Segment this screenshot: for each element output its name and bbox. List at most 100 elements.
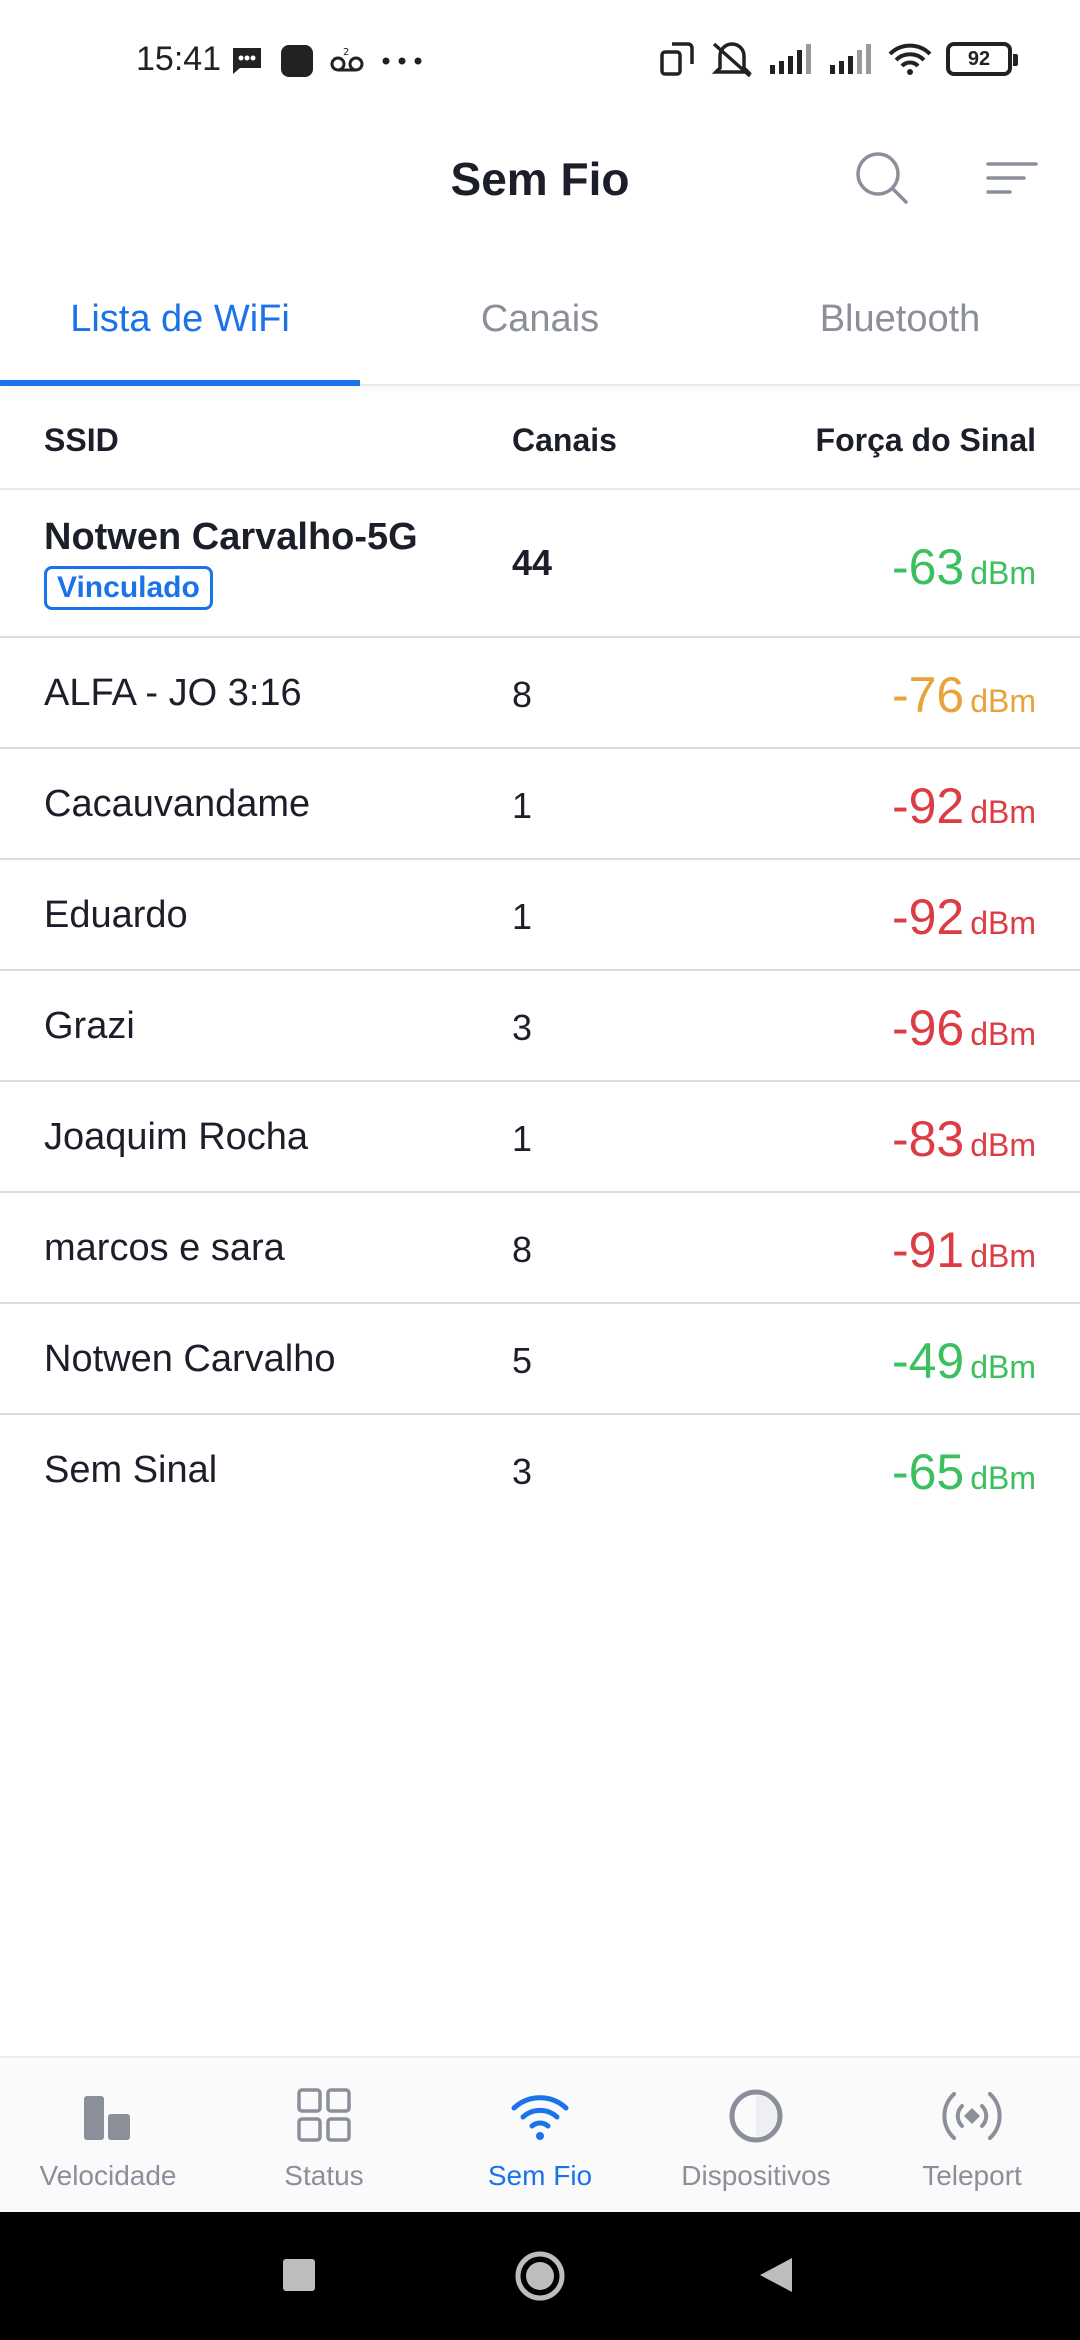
table-row[interactable]: Notwen Carvalho 5 -49 dBm [0, 1304, 1080, 1415]
row-ssid: Notwen Carvalho [44, 1338, 336, 1380]
signal-icon [830, 44, 871, 74]
signal-unit: dBm [970, 555, 1036, 591]
more-icon [382, 57, 422, 65]
home-icon[interactable] [514, 2250, 566, 2302]
column-header-channels[interactable]: Canais [512, 422, 617, 458]
table-row[interactable]: Sem Sinal 3 -65 dBm [0, 1415, 1080, 1526]
row-signal: -83 dBm [892, 1110, 1036, 1168]
signal-value: -92 [891, 778, 965, 834]
signal-unit: dBm [970, 1238, 1036, 1274]
back-icon[interactable] [758, 2256, 794, 2294]
wifi-icon [888, 43, 932, 75]
row-signal: -65 dBm [892, 1443, 1036, 1501]
nav-label: Sem Fio [487, 2160, 593, 2191]
system-nav-bar [0, 2212, 1080, 2340]
row-channel: 1 [512, 896, 533, 937]
signal-value: -83 [891, 1111, 965, 1167]
column-header-ssid[interactable]: SSID [44, 422, 119, 458]
nav-speed[interactable]: Velocidade [0, 2058, 216, 2212]
wifi-list: Notwen Carvalho-5G Vinculado 44 -63 dBm A… [0, 490, 1080, 1526]
row-channel: 3 [512, 1451, 533, 1492]
devices-circle-icon [729, 2089, 783, 2143]
row-channel: 3 [512, 1007, 533, 1048]
nav-devices[interactable]: Dispositivos [648, 2058, 864, 2212]
signal-unit: dBm [970, 905, 1036, 941]
signal-unit: dBm [970, 1016, 1036, 1052]
filter-icon[interactable] [982, 156, 1042, 206]
bottom-nav: Velocidade Status Sem Fio Dispositivos T… [0, 2056, 1080, 2212]
app-header: Sem Fio [0, 120, 1080, 240]
row-channel: 5 [512, 1340, 533, 1381]
table-header: SSID Canais Força do Sinal [0, 388, 1080, 490]
table-row[interactable]: Cacauvandame 1 -92 dBm [0, 749, 1080, 860]
signal-value: -91 [891, 1222, 965, 1278]
svg-text:2: 2 [343, 47, 349, 58]
signal-unit: dBm [970, 1127, 1036, 1163]
nav-label: Teleport [922, 2160, 1022, 2191]
row-channel: 44 [512, 542, 553, 583]
row-signal: -76 dBm [892, 666, 1036, 724]
row-channel: 8 [512, 674, 533, 715]
table-row[interactable]: marcos e sara 8 -91 dBm [0, 1193, 1080, 1304]
table-row[interactable]: ALFA - JO 3:16 8 -76 dBm [0, 638, 1080, 749]
row-signal: -63 dBm [892, 538, 1036, 596]
signal-value: -65 [891, 1444, 965, 1500]
row-ssid: Cacauvandame [44, 783, 311, 825]
status-bar: 15:41 2 92 [0, 0, 1080, 120]
row-ssid: Eduardo [44, 894, 188, 936]
signal-value: -76 [891, 667, 965, 723]
rotate-icon [660, 42, 694, 76]
signal-value: -49 [891, 1333, 965, 1389]
signal-value: -92 [891, 889, 965, 945]
voicemail-icon: 2 [330, 47, 364, 72]
row-signal: -96 dBm [892, 999, 1036, 1057]
signal-unit: dBm [970, 1349, 1036, 1385]
message-icon [233, 48, 261, 74]
signal-unit: dBm [970, 1460, 1036, 1496]
table-row[interactable]: Grazi 3 -96 dBm [0, 971, 1080, 1082]
row-signal: -92 dBm [892, 777, 1036, 835]
tab-channels[interactable]: Canais [480, 298, 600, 340]
signal-value: -96 [891, 1000, 965, 1056]
nav-label: Status [284, 2160, 364, 2191]
speed-bars-icon [84, 2096, 130, 2140]
row-ssid: Sem Sinal [44, 1449, 218, 1491]
row-ssid: Joaquim Rocha [44, 1116, 309, 1158]
signal-unit: dBm [970, 683, 1036, 719]
row-channel: 1 [512, 1118, 533, 1159]
status-time: 15:41 [136, 40, 222, 78]
app-icon [281, 45, 313, 77]
column-header-signal[interactable]: Força do Sinal [815, 422, 1036, 458]
search-icon[interactable] [852, 148, 912, 208]
row-ssid: ALFA - JO 3:16 [44, 672, 302, 714]
status-left-icons: 2 [230, 44, 424, 78]
battery-icon: 92 [946, 42, 1018, 76]
tab-bar: Lista de WiFi Canais Bluetooth [0, 260, 1080, 386]
nav-wireless[interactable]: Sem Fio [432, 2058, 648, 2212]
row-channel: 8 [512, 1229, 533, 1270]
nav-teleport[interactable]: Teleport [864, 2058, 1080, 2212]
tab-wifi-list[interactable]: Lista de WiFi [0, 260, 360, 386]
tab-bluetooth[interactable]: Bluetooth [819, 298, 981, 340]
row-signal: -92 dBm [892, 888, 1036, 946]
battery-level: 92 [967, 47, 991, 70]
table-row[interactable]: Eduardo 1 -92 dBm [0, 860, 1080, 971]
row-signal: -49 dBm [892, 1332, 1036, 1390]
row-ssid: Notwen Carvalho-5G [44, 516, 418, 558]
recents-icon[interactable] [282, 2258, 316, 2292]
table-row[interactable]: Notwen Carvalho-5G Vinculado 44 -63 dBm [0, 490, 1080, 638]
nav-label: Velocidade [39, 2160, 177, 2191]
signal-unit: dBm [970, 794, 1036, 830]
page-title: Sem Fio [450, 153, 630, 205]
row-ssid: marcos e sara [44, 1227, 285, 1269]
mute-icon [711, 42, 753, 78]
row-ssid: Grazi [44, 1005, 135, 1047]
wifi-icon [511, 2095, 569, 2140]
table-row[interactable]: Joaquim Rocha 1 -83 dBm [0, 1082, 1080, 1193]
signal-icon [770, 44, 811, 74]
nav-status[interactable]: Status [216, 2058, 432, 2212]
connected-badge: Vinculado [44, 566, 213, 610]
teleport-icon [942, 2092, 1002, 2140]
nav-label: Dispositivos [681, 2160, 831, 2191]
grid-icon [297, 2088, 351, 2142]
